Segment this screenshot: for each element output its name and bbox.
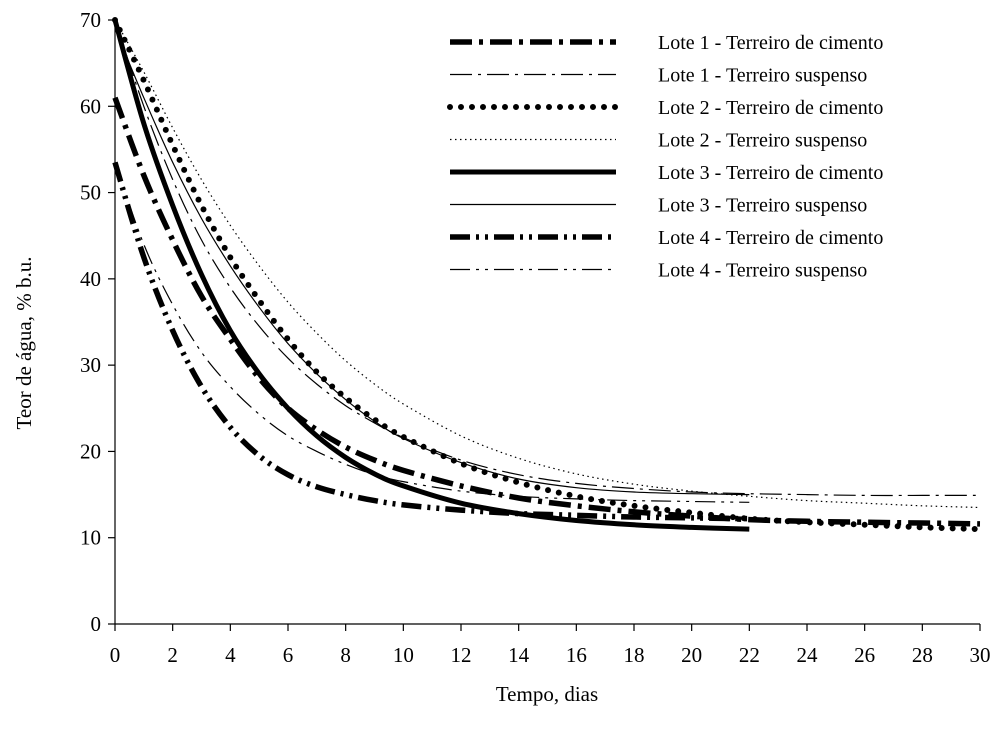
series-line-1 bbox=[112, 96, 981, 527]
x-tick-label: 26 bbox=[854, 643, 875, 667]
x-tick-label: 8 bbox=[340, 643, 351, 667]
y-tick-label: 0 bbox=[91, 612, 102, 636]
axes: 0 2 4 6 8 10 12 14 16 18 20 22 24 26 28 300102030405060… bbox=[80, 8, 991, 667]
x-tick-label: 4 bbox=[225, 643, 236, 667]
x-tick-label: 30 bbox=[970, 643, 991, 667]
series-line-6 bbox=[114, 28, 750, 496]
x-tick-label: 14 bbox=[508, 643, 530, 667]
x-tick-label: 16 bbox=[566, 643, 587, 667]
legend-label-4: Lote 2 - Terreiro suspenso bbox=[658, 130, 867, 152]
y-tick-label: 30 bbox=[80, 353, 101, 377]
x-tick-label: 18 bbox=[624, 643, 645, 667]
y-tick-label: 20 bbox=[80, 439, 101, 463]
series-line-7 bbox=[112, 161, 750, 522]
legend-label-8: Lote 4 - Terreiro suspenso bbox=[658, 260, 867, 282]
legend: Lote 1 - Terreiro de cimento Lote 1 - Ter… bbox=[447, 32, 883, 282]
y-tick-label: 40 bbox=[80, 267, 101, 291]
x-tick-label: 2 bbox=[167, 643, 178, 667]
series-line-4 bbox=[114, 19, 981, 509]
series-line-5 bbox=[112, 19, 750, 532]
x-tick-label: 20 bbox=[681, 643, 702, 667]
x-tick-label: 0 bbox=[110, 643, 121, 667]
series-line-3 bbox=[112, 17, 983, 533]
x-tick-label: 24 bbox=[797, 643, 819, 667]
legend-label-2: Lote 1 - Terreiro suspenso bbox=[658, 65, 867, 87]
y-tick-label: 70 bbox=[80, 8, 101, 32]
y-axis-title: Teor de água, % b.u. bbox=[12, 257, 36, 430]
series-line-8 bbox=[114, 162, 750, 503]
legend-label-3: Lote 2 - Terreiro de cimento bbox=[658, 97, 883, 119]
x-tick-label: 6 bbox=[283, 643, 294, 667]
legend-label-1: Lote 1 - Terreiro de cimento bbox=[658, 32, 883, 54]
legend-label-5: Lote 3 - Terreiro de cimento bbox=[658, 162, 883, 184]
x-tick-label: 12 bbox=[451, 643, 472, 667]
plot-series bbox=[112, 17, 983, 533]
x-tick-label: 28 bbox=[912, 643, 933, 667]
x-tick-label: 22 bbox=[739, 643, 760, 667]
y-tick-label: 50 bbox=[80, 181, 101, 205]
legend-label-6: Lote 3 - Terreiro suspenso bbox=[658, 195, 867, 217]
x-axis-title: Tempo, dias bbox=[496, 682, 598, 706]
legend-label-7: Lote 4 - Terreiro de cimento bbox=[658, 227, 883, 249]
y-tick-label: 10 bbox=[80, 526, 101, 550]
y-tick-label: 60 bbox=[80, 94, 101, 118]
x-tick-label: 10 bbox=[393, 643, 414, 667]
